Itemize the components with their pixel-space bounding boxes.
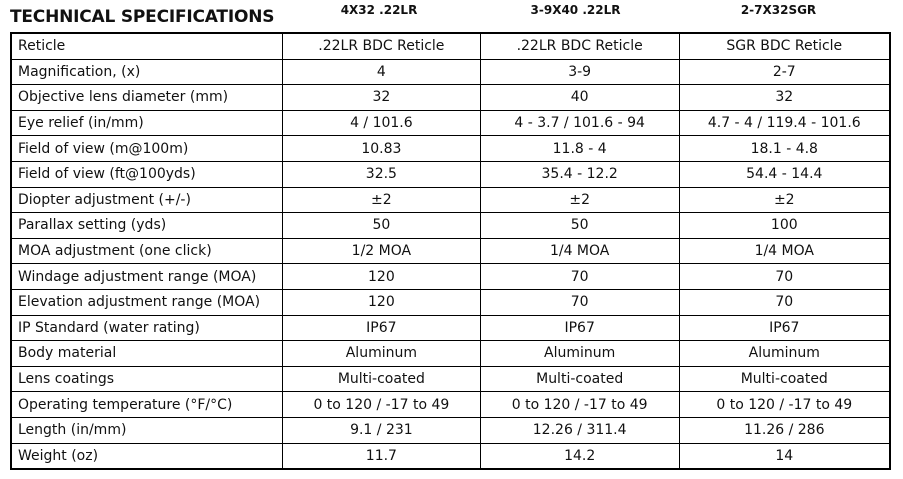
table-row: Weight (oz) 11.7 14.2 14 [10,442,891,470]
spec-label: Length (in/mm) [10,416,283,444]
spec-value: IP67 [678,314,891,342]
table-row: Objective lens diameter (mm) 32 40 32 [10,84,891,111]
spec-value: 70 [479,263,680,290]
spec-value: 18.1 - 4.8 [678,135,891,162]
spec-value: 0 to 120 / -17 to 49 [281,391,481,418]
spec-label: MOA adjustment (one click) [10,237,283,265]
table-row: Reticle .22LR BDC Reticle .22LR BDC Reti… [10,32,891,60]
spec-value: 10.83 [281,135,481,162]
spec-value: 14.2 [479,442,680,470]
spec-value: .22LR BDC Reticle [479,32,680,60]
spec-value: ±2 [281,186,481,214]
spec-label: Elevation adjustment range (MOA) [10,288,283,316]
spec-value: 0 to 120 / -17 to 49 [678,391,891,418]
spec-value: 1/2 MOA [281,237,481,265]
spec-value: 32 [281,84,481,111]
spec-value: 70 [678,263,891,290]
spec-value: Aluminum [281,340,481,367]
model-header-2-7x32sgr: 2-7X32SGR [740,3,817,17]
table-row: Body material Aluminum Aluminum Aluminum [10,340,891,367]
table-row: MOA adjustment (one click) 1/2 MOA 1/4 M… [10,237,891,265]
spec-value: 9.1 / 231 [281,416,481,444]
table-row: Eye relief (in/mm) 4 / 101.6 4 - 3.7 / 1… [10,109,891,137]
table-row: Windage adjustment range (MOA) 120 70 70 [10,263,891,290]
spec-label: Field of view (m@100m) [10,135,283,162]
table-row: Magnification, (x) 4 3-9 2-7 [10,58,891,86]
spec-value: 14 [678,442,891,470]
table-row: Lens coatings Multi-coated Multi-coated … [10,365,891,393]
spec-value: 0 to 120 / -17 to 49 [479,391,680,418]
spec-value: 1/4 MOA [479,237,680,265]
table-row: IP Standard (water rating) IP67 IP67 IP6… [10,314,891,342]
table-row: Diopter adjustment (+/-) ±2 ±2 ±2 [10,186,891,214]
spec-value: ±2 [678,186,891,214]
spec-label: Diopter adjustment (+/-) [10,186,283,214]
spec-value: 12.26 / 311.4 [479,416,680,444]
spec-value: IP67 [281,314,481,342]
table-row: Length (in/mm) 9.1 / 231 12.26 / 311.4 1… [10,416,891,444]
spec-value: 100 [678,212,891,239]
spec-value: 11.26 / 286 [678,416,891,444]
spec-value: 35.4 - 12.2 [479,160,680,188]
spec-value: 50 [281,212,481,239]
spec-value: 4 [281,58,481,86]
spec-label: Windage adjustment range (MOA) [10,263,283,290]
spec-value: 32.5 [281,160,481,188]
page-title: TECHNICAL SPECIFICATIONS [10,7,275,27]
spec-value: 4.7 - 4 / 119.4 - 101.6 [678,109,891,137]
spec-value: Aluminum [678,340,891,367]
spec-value: IP67 [479,314,680,342]
spec-value: 3-9 [479,58,680,86]
spec-value: 70 [678,288,891,316]
spec-label: Parallax setting (yds) [10,212,283,239]
model-header-3-9x40-22lr: 3-9X40 .22LR [530,3,621,17]
spec-value: Multi-coated [479,365,680,393]
spec-label: Magnification, (x) [10,58,283,86]
spec-label: IP Standard (water rating) [10,314,283,342]
specifications-table: Reticle .22LR BDC Reticle .22LR BDC Reti… [10,32,891,471]
model-header-4x32-22lr: 4X32 .22LR [340,3,418,17]
table-row: Field of view (ft@100yds) 32.5 35.4 - 12… [10,160,891,188]
table-row: Elevation adjustment range (MOA) 120 70 … [10,288,891,316]
spec-value: 40 [479,84,680,111]
spec-label: Objective lens diameter (mm) [10,84,283,111]
spec-label: Eye relief (in/mm) [10,109,283,137]
spec-value: Multi-coated [281,365,481,393]
spec-value: 120 [281,263,481,290]
table-row: Operating temperature (°F/°C) 0 to 120 /… [10,391,891,418]
table-row: Field of view (m@100m) 10.83 11.8 - 4 18… [10,135,891,162]
spec-value: Aluminum [479,340,680,367]
spec-value: 1/4 MOA [678,237,891,265]
spec-value: Multi-coated [678,365,891,393]
spec-value: 120 [281,288,481,316]
spec-value: 2-7 [678,58,891,86]
spec-value: 4 - 3.7 / 101.6 - 94 [479,109,680,137]
table-row: Parallax setting (yds) 50 50 100 [10,212,891,239]
spec-label: Body material [10,340,283,367]
spec-value: SGR BDC Reticle [678,32,891,60]
spec-label: Reticle [10,32,283,60]
spec-label: Field of view (ft@100yds) [10,160,283,188]
spec-value: 4 / 101.6 [281,109,481,137]
spec-value: ±2 [479,186,680,214]
spec-value: 11.7 [281,442,481,470]
spec-value: 54.4 - 14.4 [678,160,891,188]
spec-label: Lens coatings [10,365,283,393]
spec-value: 50 [479,212,680,239]
spec-value: .22LR BDC Reticle [281,32,481,60]
spec-label: Operating temperature (°F/°C) [10,391,283,418]
spec-label: Weight (oz) [10,442,283,470]
spec-value: 11.8 - 4 [479,135,680,162]
spec-value: 70 [479,288,680,316]
spec-value: 32 [678,84,891,111]
